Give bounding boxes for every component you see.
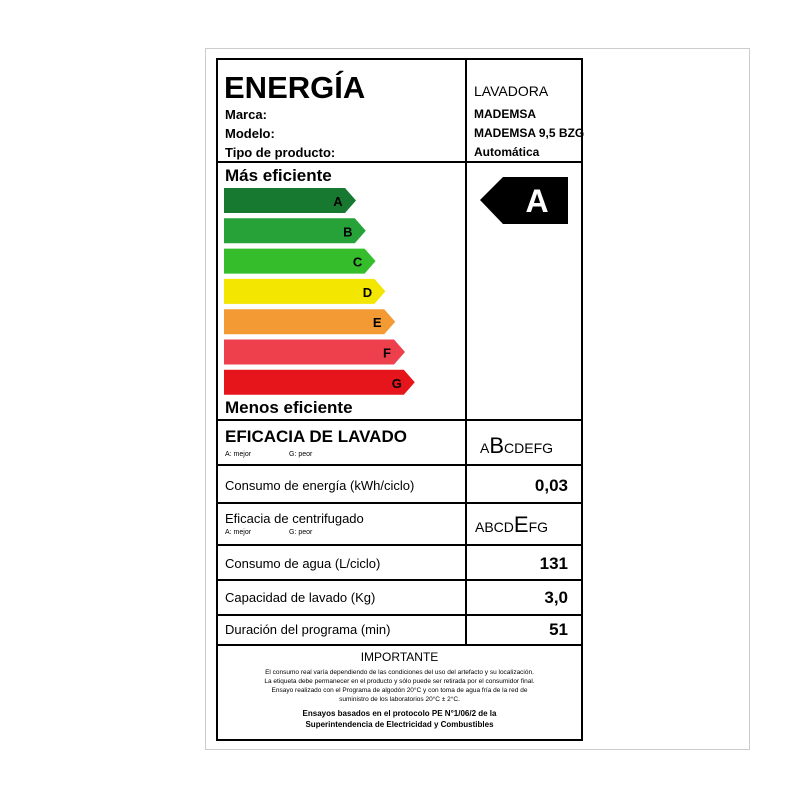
- row-label: Consumo de agua (L/ciclo): [225, 556, 381, 571]
- important-line: El consumo real varía dependiendo de las…: [265, 669, 534, 676]
- class-letter: F: [383, 346, 391, 361]
- class-bar: [224, 309, 396, 335]
- class-letter: E: [373, 315, 382, 330]
- class-letter: A: [333, 194, 343, 209]
- rating-letter: A: [525, 183, 548, 219]
- rating-arrow: [480, 177, 568, 224]
- note: A: mejor: [225, 529, 252, 536]
- row-value: 51: [549, 620, 568, 639]
- note: G: peor: [289, 451, 313, 458]
- row-label: EFICACIA DE LAVADO: [225, 427, 407, 446]
- class-letters: ABCDEFG: [475, 512, 548, 538]
- title: ENERGÍA: [224, 70, 366, 105]
- field-label: Modelo:: [225, 126, 275, 141]
- divider: [216, 419, 583, 421]
- class-bar: [224, 218, 366, 244]
- field-label: Tipo de producto:: [225, 145, 336, 160]
- row-label: Capacidad de lavado (Kg): [225, 590, 376, 605]
- row-label: Consumo de energía (kWh/ciclo): [225, 478, 415, 493]
- row-value: 0,03: [534, 476, 568, 495]
- field-label: Marca:: [225, 107, 267, 122]
- row-label: Eficacia de centrifugado: [225, 511, 364, 526]
- field-value: MADEMSA: [474, 107, 536, 121]
- class-bar: [224, 188, 356, 213]
- important-line: La etiqueta debe permanecer en el produc…: [264, 678, 535, 685]
- divider: [465, 58, 467, 645]
- class-letter: D: [363, 285, 372, 300]
- row-label: Duración del programa (min): [225, 622, 391, 637]
- row-value: 3,0: [544, 588, 568, 607]
- class-letter: C: [353, 255, 363, 270]
- frame: [205, 48, 750, 750]
- class-letter: G: [392, 376, 402, 391]
- class-bar: [224, 339, 405, 365]
- important: IMPORTANTE El consumo real varía dependi…: [218, 650, 581, 730]
- class-letters: ABCDEFG: [480, 433, 553, 459]
- note: A: mejor: [225, 451, 252, 458]
- field-value: Automática: [474, 145, 540, 159]
- text: ABCD: [475, 519, 514, 535]
- note: G: peor: [289, 529, 313, 536]
- selected-class: B: [489, 433, 505, 458]
- class-letter: B: [343, 224, 352, 239]
- divider: [216, 544, 583, 546]
- scale-bottom: Menos eficiente: [225, 398, 353, 417]
- label-box: [216, 58, 583, 741]
- field-value: LAVADORA: [474, 83, 549, 99]
- important-title: IMPORTANTE: [360, 650, 439, 664]
- class-bar: [224, 369, 415, 395]
- class-bar: [224, 278, 386, 304]
- important-line: suministro de los laboratorios 20°C ± 2°…: [339, 696, 460, 703]
- text: FG: [528, 519, 549, 535]
- text: CDEFG: [504, 440, 554, 456]
- field-value: MADEMSA 9,5 BZG: [474, 126, 585, 140]
- divider: [216, 644, 583, 646]
- row-value: 131: [539, 554, 568, 573]
- divider: [216, 464, 583, 466]
- divider: [216, 502, 583, 504]
- divider: [216, 614, 583, 616]
- class-bar: [224, 248, 376, 274]
- text: A: [480, 440, 490, 456]
- important-footer: Ensayos basados en el protocolo PE N°1/0…: [302, 709, 497, 718]
- scale-top: Más eficiente: [225, 166, 332, 185]
- selected-class: E: [513, 512, 529, 537]
- important-footer: Superintendencia de Electricidad y Combu…: [305, 720, 494, 729]
- divider: [216, 161, 583, 163]
- important-line: Ensayo realizado con el Programa de algo…: [271, 687, 528, 694]
- divider: [216, 579, 583, 581]
